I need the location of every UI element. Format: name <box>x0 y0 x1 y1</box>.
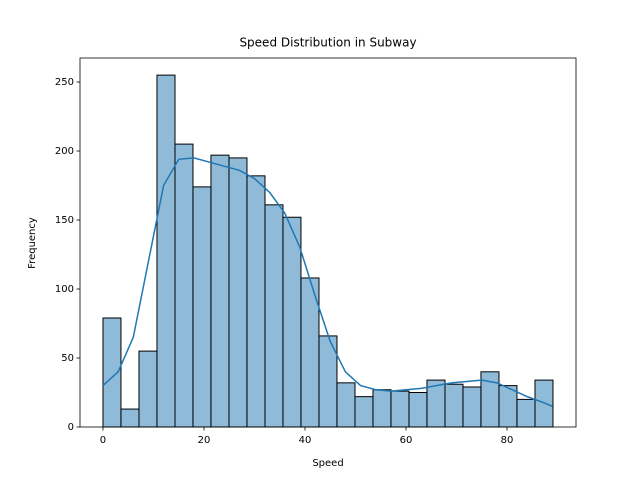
y-tick-label: 100 <box>55 284 74 295</box>
chart-title: Speed Distribution in Subway <box>239 36 416 50</box>
x-axis-label: Speed <box>312 458 343 469</box>
bar <box>192 186 212 428</box>
bar <box>444 383 464 428</box>
bar <box>156 74 176 428</box>
bar <box>390 390 410 428</box>
x-tick-label: 20 <box>198 435 211 446</box>
bar <box>498 385 518 428</box>
bar <box>138 350 158 428</box>
y-tick-label: 0 <box>68 422 74 433</box>
x-tick-label: 80 <box>501 435 514 446</box>
y-tick-label: 50 <box>61 353 74 364</box>
bar <box>336 382 356 428</box>
y-tick-label: 250 <box>55 77 74 88</box>
bar <box>228 157 248 428</box>
x-tick-label: 40 <box>299 435 312 446</box>
bar <box>372 389 392 428</box>
bar <box>246 175 266 428</box>
plot-frame <box>79 57 577 428</box>
bar <box>120 408 140 428</box>
bar <box>282 216 302 428</box>
bar <box>516 398 536 428</box>
bar <box>210 154 230 428</box>
bar <box>408 392 428 428</box>
bar <box>462 386 482 428</box>
bar <box>264 204 284 428</box>
x-tick-label: 0 <box>100 435 106 446</box>
y-tick-label: 150 <box>55 215 74 226</box>
y-axis-label: Frequency <box>27 217 38 269</box>
bar <box>174 143 194 428</box>
x-tick-label: 60 <box>400 435 413 446</box>
y-tick-label: 200 <box>55 146 74 157</box>
kde-line <box>102 157 553 407</box>
bar <box>354 396 374 428</box>
